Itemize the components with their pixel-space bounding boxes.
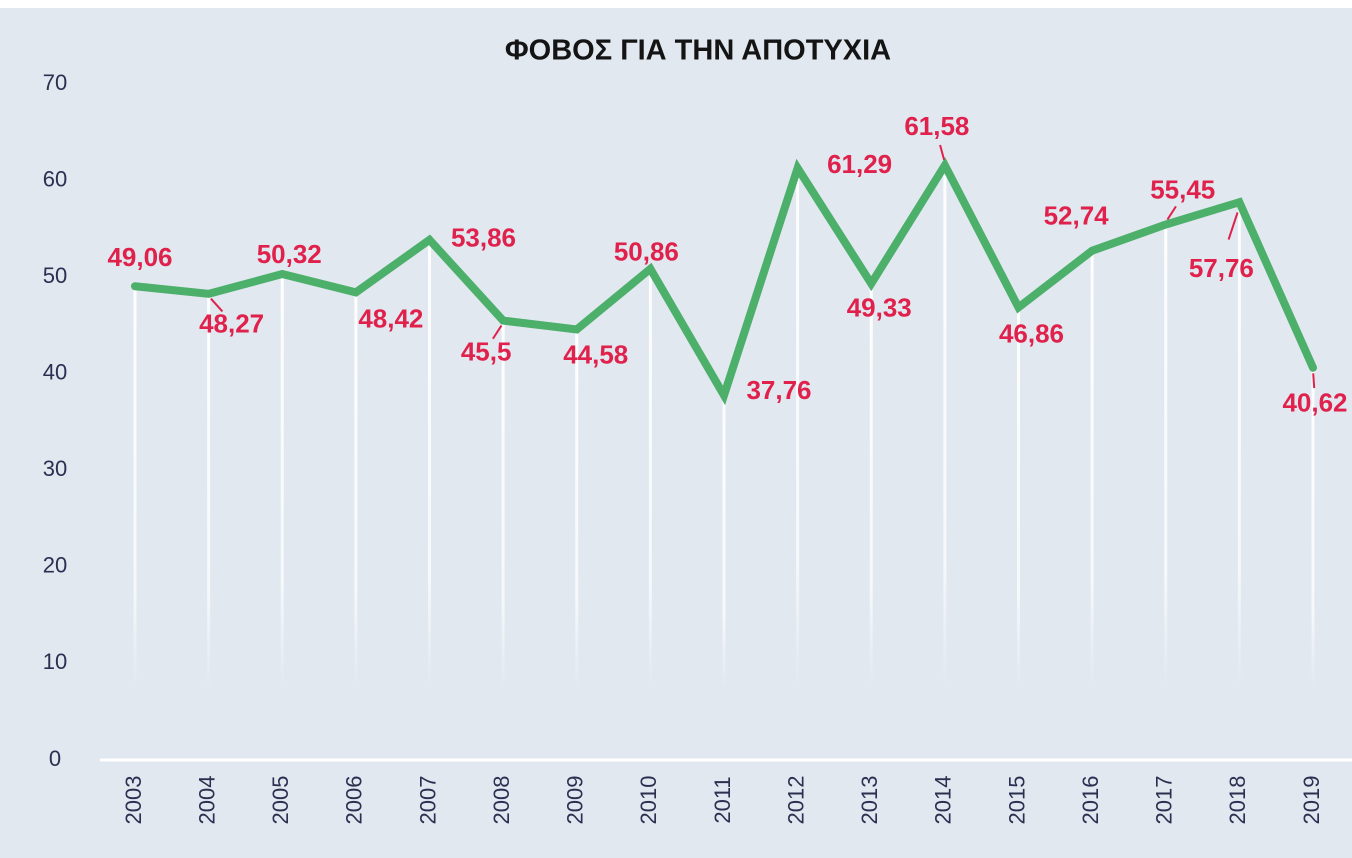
x-tick-label: 2009 <box>563 776 588 825</box>
drop-line <box>207 293 211 690</box>
leader-line <box>939 144 946 161</box>
x-tick-label: 2006 <box>342 776 367 825</box>
data-label: 46,86 <box>999 318 1064 348</box>
data-label: 49,33 <box>847 292 912 322</box>
drop-line <box>648 268 652 690</box>
y-tick-label: 20 <box>43 553 67 578</box>
data-label: 49,06 <box>107 242 172 272</box>
data-label: 57,76 <box>1189 253 1254 283</box>
drop-line <box>1017 307 1020 690</box>
x-tick-label: 2017 <box>1152 776 1177 825</box>
x-tick-label: 2018 <box>1225 776 1250 825</box>
series-line <box>131 157 1317 406</box>
y-tick-label: 10 <box>43 649 67 674</box>
x-tick-label: 2014 <box>931 776 956 825</box>
x-tick-label: 2005 <box>268 776 293 825</box>
background <box>0 8 1352 858</box>
leader-line <box>1166 205 1177 221</box>
x-tick-label: 2019 <box>1299 776 1324 825</box>
data-label: 48,42 <box>358 303 423 333</box>
x-tick-label: 2016 <box>1078 776 1103 825</box>
x-tick-label: 2003 <box>121 776 146 825</box>
x-tick-label: 2011 <box>710 776 735 823</box>
leader-line <box>210 297 224 313</box>
data-label: 50,86 <box>614 237 679 267</box>
drop-line <box>796 168 800 690</box>
x-tick-label: 2007 <box>415 776 440 825</box>
drop-line <box>722 395 726 690</box>
data-label: 45,5 <box>461 336 512 366</box>
data-label: 40,62 <box>1282 388 1347 418</box>
drop-line <box>133 286 137 690</box>
drop-line <box>1237 202 1241 690</box>
data-label: 52,74 <box>1044 201 1110 231</box>
drop-line <box>1311 367 1315 690</box>
drop-line <box>1090 250 1094 690</box>
y-tick-label: 50 <box>43 263 67 288</box>
x-tick-label: 2004 <box>194 776 219 825</box>
drop-line <box>280 274 284 690</box>
data-label: 53,86 <box>451 223 516 253</box>
drop-line <box>943 165 947 691</box>
x-tick-label: 2008 <box>489 776 514 825</box>
data-label: 61,29 <box>827 149 892 179</box>
x-tick-label: 2010 <box>636 776 661 825</box>
y-tick-label: 0 <box>49 746 61 771</box>
y-tick-label: 40 <box>43 360 67 385</box>
chart-title: ΦΟΒΟΣ ΓΙΑ ΤΗΝ ΑΠΟΤΥΧΙΑ <box>505 35 891 67</box>
y-tick-label: 60 <box>43 166 67 191</box>
leader-line <box>1227 212 1239 240</box>
drop-line <box>575 329 579 690</box>
drop-line <box>1164 224 1168 691</box>
drop-line <box>428 239 431 691</box>
data-label: 37,76 <box>746 375 811 405</box>
y-tick-label: 30 <box>43 456 67 481</box>
x-tick-label: 2012 <box>783 776 808 825</box>
x-tick-label: 2015 <box>1004 776 1029 825</box>
leader-line <box>492 325 503 340</box>
drop-line <box>869 283 873 690</box>
data-label: 48,27 <box>199 309 264 339</box>
x-tick-label: 2013 <box>857 776 882 825</box>
data-label: 55,45 <box>1150 174 1215 204</box>
leader-line <box>1312 373 1316 389</box>
data-label: 44,58 <box>563 339 628 369</box>
y-tick-label: 70 <box>43 70 67 95</box>
data-label: 61,58 <box>904 111 969 141</box>
drop-line <box>354 292 358 690</box>
data-label: 50,32 <box>257 239 322 269</box>
drop-line <box>501 320 505 690</box>
